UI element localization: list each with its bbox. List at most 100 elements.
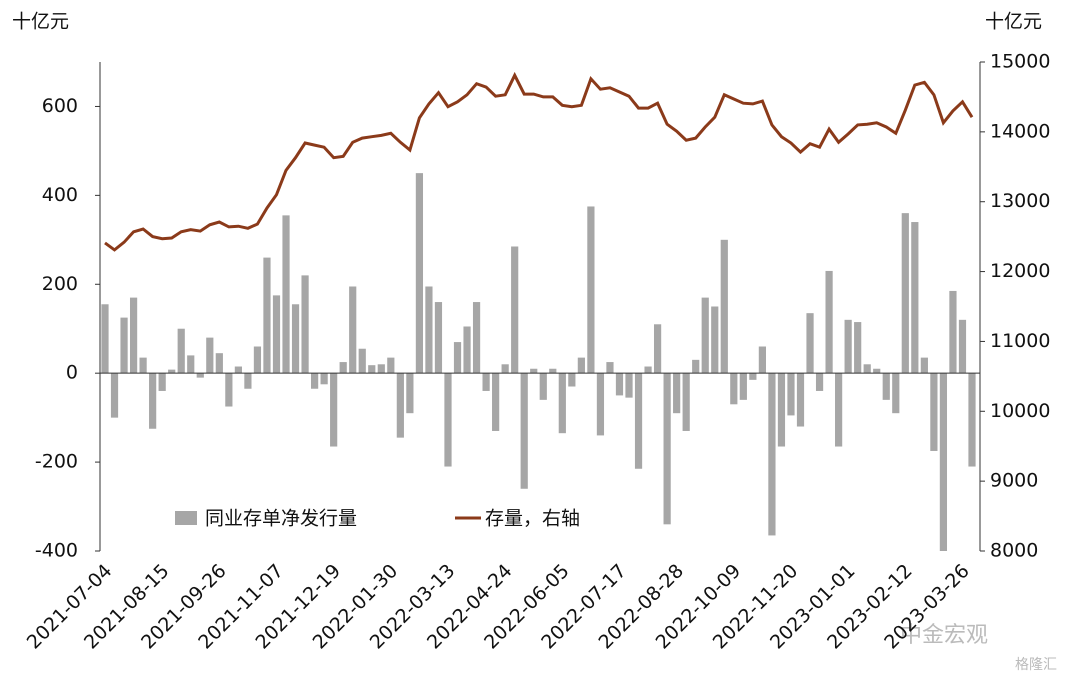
bar xyxy=(101,304,109,374)
bar xyxy=(644,366,652,374)
bar xyxy=(949,290,957,374)
bar xyxy=(901,213,909,374)
bar xyxy=(225,373,233,407)
bar xyxy=(615,373,624,396)
y2-tick-label: 13000 xyxy=(990,190,1050,212)
bar xyxy=(282,215,290,374)
line xyxy=(104,71,974,252)
bar xyxy=(110,373,119,418)
bar xyxy=(939,373,948,551)
y-tick-label: 600 xyxy=(42,95,78,117)
y2-tick-label: 8000 xyxy=(990,540,1038,562)
bar xyxy=(539,373,547,400)
bar xyxy=(549,368,557,374)
bar xyxy=(530,368,538,374)
bar xyxy=(406,373,414,414)
bar xyxy=(682,373,690,431)
bar xyxy=(739,373,747,400)
bar xyxy=(634,373,643,469)
bar xyxy=(768,373,776,536)
bar xyxy=(177,328,185,374)
watermark: 中金宏观 xyxy=(900,623,988,648)
bar xyxy=(815,373,824,391)
bar xyxy=(272,295,281,374)
bar xyxy=(520,373,528,489)
bar xyxy=(711,306,719,374)
bar xyxy=(244,373,252,389)
bar xyxy=(358,348,366,374)
y-axis-label: 十亿元 xyxy=(12,11,69,33)
bar xyxy=(730,373,738,405)
bar xyxy=(368,365,376,374)
bar xyxy=(139,357,147,374)
bar xyxy=(120,317,128,374)
bar xyxy=(129,297,138,374)
bar xyxy=(501,364,509,374)
bar xyxy=(187,355,195,374)
bar xyxy=(701,297,709,374)
bar xyxy=(892,373,900,414)
bar xyxy=(825,270,833,374)
bar xyxy=(463,326,471,374)
bar xyxy=(844,319,852,374)
bar xyxy=(673,373,681,414)
bar xyxy=(968,373,976,467)
bar xyxy=(215,353,223,374)
y-tick-label: -200 xyxy=(35,451,78,473)
bar xyxy=(777,373,786,447)
y2-tick-label: 14000 xyxy=(990,120,1050,142)
y2-tick-label: 9000 xyxy=(990,470,1038,492)
bar xyxy=(472,302,481,374)
bar xyxy=(558,373,566,434)
bar xyxy=(330,373,338,447)
bar xyxy=(663,373,671,525)
y-tick-label: -400 xyxy=(35,540,78,562)
bar xyxy=(511,246,519,374)
bar xyxy=(377,364,385,374)
bar xyxy=(796,373,805,427)
legend-swatch xyxy=(175,511,197,525)
bar xyxy=(720,239,728,374)
bar xyxy=(882,373,890,400)
bar xyxy=(387,357,395,374)
bar xyxy=(930,373,938,451)
bar xyxy=(596,373,605,436)
bar xyxy=(149,373,157,429)
bar xyxy=(434,302,443,374)
legend-label: 同业存单净发行量 xyxy=(205,508,357,530)
bar xyxy=(396,373,404,438)
bar xyxy=(854,322,862,374)
bar xyxy=(577,357,585,374)
bar xyxy=(492,373,500,431)
bar xyxy=(625,373,633,398)
bar xyxy=(339,362,347,374)
bar xyxy=(653,324,662,374)
bar xyxy=(806,313,814,374)
y-tick-label: 200 xyxy=(42,273,78,295)
bar xyxy=(253,346,262,374)
bar xyxy=(206,337,214,374)
bar xyxy=(920,357,928,374)
bar xyxy=(196,373,204,378)
bar xyxy=(911,222,919,374)
bar xyxy=(758,346,766,374)
bar xyxy=(234,366,242,374)
bar xyxy=(263,257,271,374)
bar xyxy=(444,373,452,467)
y2-axis-label: 十亿元 xyxy=(985,11,1042,33)
bar xyxy=(453,342,462,374)
bar xyxy=(482,373,490,391)
bar xyxy=(835,373,843,447)
bar xyxy=(291,304,300,374)
y2-tick-label: 11000 xyxy=(990,330,1050,352)
bar xyxy=(863,364,871,374)
bar xyxy=(568,373,576,387)
bar xyxy=(168,369,176,374)
bar xyxy=(787,373,795,416)
y2-tick-label: 15000 xyxy=(990,51,1050,73)
bar xyxy=(692,359,700,374)
bar xyxy=(311,373,319,389)
bar xyxy=(320,373,328,385)
y-tick-label: 400 xyxy=(42,184,78,206)
